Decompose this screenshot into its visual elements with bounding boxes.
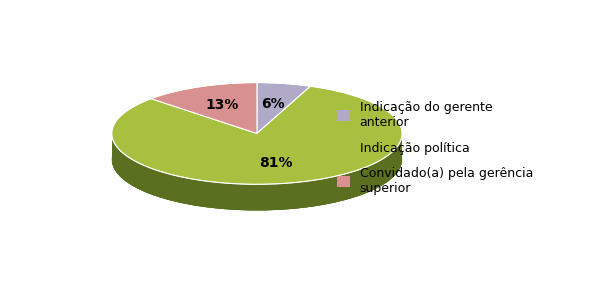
- Text: 81%: 81%: [259, 156, 293, 170]
- Polygon shape: [112, 136, 402, 210]
- Legend: Indicação do gerente
anterior, Indicação política, Convidado(a) pela gerência
su: Indicação do gerente anterior, Indicação…: [332, 96, 538, 200]
- Polygon shape: [112, 86, 402, 184]
- Text: 6%: 6%: [261, 96, 285, 110]
- Ellipse shape: [112, 109, 402, 210]
- Polygon shape: [151, 83, 257, 133]
- Polygon shape: [112, 136, 402, 210]
- Text: 13%: 13%: [206, 99, 239, 112]
- Polygon shape: [257, 83, 311, 133]
